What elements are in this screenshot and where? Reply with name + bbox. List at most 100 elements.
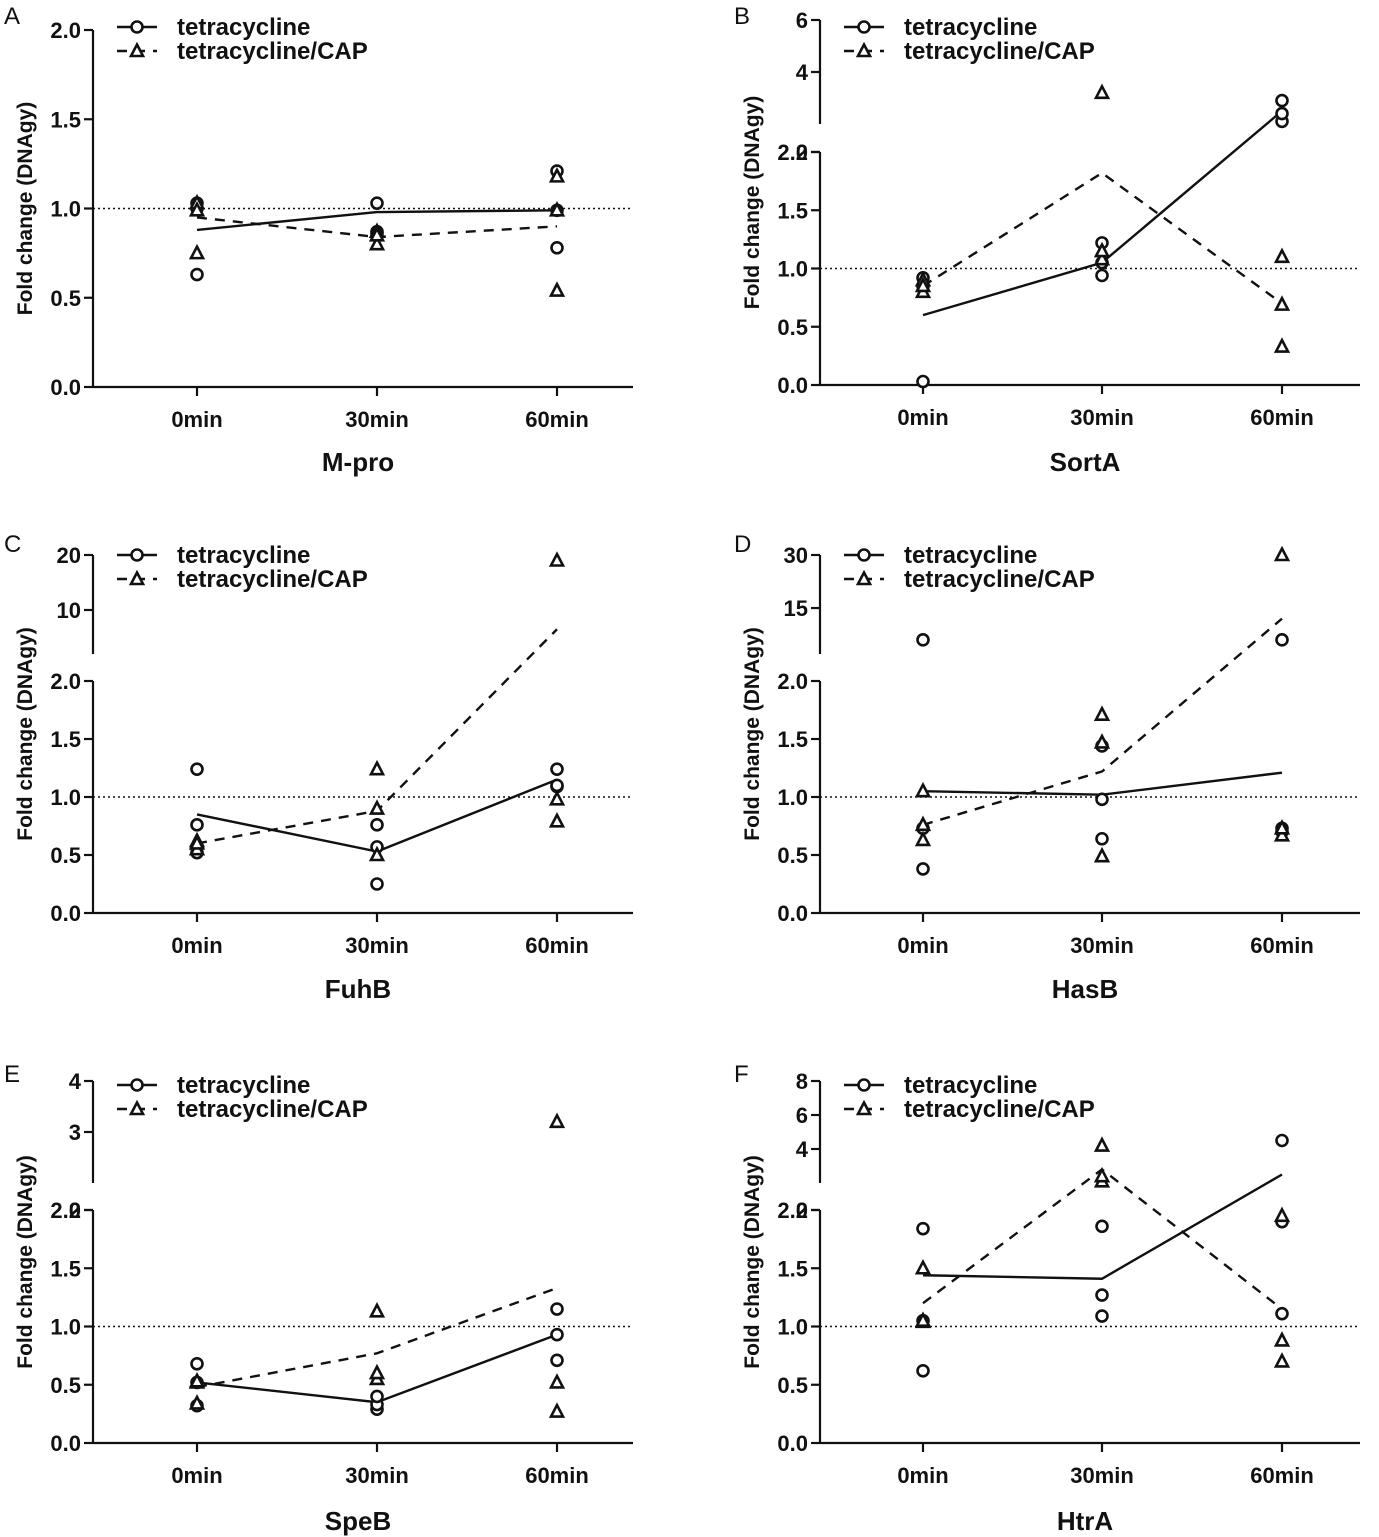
data-point-tetracycline <box>370 818 384 832</box>
data-point-tetracycline <box>550 778 564 793</box>
series-line-tetracycline-cap <box>922 617 1283 826</box>
x-tick-label: 0min <box>171 1463 222 1488</box>
data-point-tetracycline-cap <box>1273 295 1291 311</box>
data-point-tetracycline <box>550 240 564 255</box>
x-axis-title: SpeB <box>325 1506 391 1536</box>
y-axis-label: Fold change (DNAgy) <box>741 96 764 310</box>
legend-label-tetracycline-cap: tetracycline/CAP <box>904 566 1095 593</box>
data-point-tetracycline <box>1275 106 1289 121</box>
x-axis-title: HasB <box>1052 974 1118 1004</box>
y-tick-label-upper: 30 <box>784 543 808 568</box>
data-point-tetracycline-cap <box>548 790 566 806</box>
legend-label-tetracycline-cap: tetracycline/CAP <box>904 1096 1095 1123</box>
data-point-tetracycline-cap <box>914 276 932 293</box>
x-axis-title: SortA <box>1050 447 1121 477</box>
panel-C: C 0.0 0.5 1.0 1.5 2.0 10 20 0min 30min 60min FuhB Fo… <box>4 531 633 1004</box>
data-point-tetracycline <box>370 196 384 210</box>
data-point-tetracycline-cap <box>548 167 566 183</box>
data-point-tetracycline-cap <box>368 1302 386 1318</box>
y-tick-label: 1.5 <box>50 107 81 132</box>
y-axis-label: Fold change (DNAgy) <box>14 102 37 316</box>
panel-letter: A <box>4 3 20 30</box>
data-point-tetracycline-cap <box>188 1394 206 1410</box>
legend-triangle-icon <box>128 1099 146 1116</box>
data-point-tetracycline <box>1275 93 1289 108</box>
y-tick-label: 0.0 <box>50 375 81 400</box>
legend-triangle-icon <box>128 569 146 586</box>
x-tick-label: 0min <box>171 407 222 432</box>
legend-triangle-icon <box>128 41 146 58</box>
data-point-tetracycline-cap <box>1273 337 1291 353</box>
x-axis-title: FuhB <box>325 974 391 1004</box>
data-point-tetracycline-cap <box>548 551 566 567</box>
data-point-tetracycline-cap <box>914 815 932 832</box>
panel-letter: B <box>734 3 750 30</box>
y-tick-label: 0.0 <box>50 1431 81 1456</box>
data-point-tetracycline <box>370 1389 384 1404</box>
x-tick-label: 0min <box>897 933 948 958</box>
panel-letter: C <box>4 531 21 558</box>
x-tick-label: 60min <box>1250 1463 1314 1488</box>
x-tick-label: 60min <box>1250 405 1314 430</box>
y-tick-label: 2.0 <box>777 140 808 165</box>
data-point-tetracycline-cap <box>1273 247 1291 264</box>
series-line-tetracycline <box>922 110 1283 317</box>
data-point-tetracycline-cap <box>368 1363 386 1380</box>
data-point-tetracycline <box>550 1302 564 1316</box>
data-point-tetracycline-cap <box>548 200 566 217</box>
y-tick-label-upper: 2 <box>796 140 808 165</box>
data-point-tetracycline-cap <box>548 812 566 828</box>
data-point-tetracycline-cap <box>1273 1331 1291 1347</box>
panel-letter: E <box>4 1061 20 1088</box>
x-tick-label: 60min <box>525 407 589 432</box>
panel-letter: F <box>734 1061 749 1088</box>
legend-circle-icon <box>130 1078 144 1092</box>
data-point-tetracycline-cap <box>548 1402 566 1418</box>
data-point-tetracycline <box>550 1327 564 1342</box>
y-tick-label-upper: 4 <box>796 1137 809 1162</box>
data-point-tetracycline <box>916 1363 930 1378</box>
x-tick-label: 30min <box>1070 405 1134 430</box>
data-point-tetracycline-cap <box>1273 819 1291 835</box>
data-point-tetracycline-cap <box>1093 733 1111 749</box>
data-point-tetracycline <box>550 1353 564 1368</box>
y-tick-label-upper: 6 <box>796 8 808 33</box>
data-point-tetracycline <box>190 267 204 282</box>
y-tick-label: 0.0 <box>777 373 808 398</box>
data-point-tetracycline <box>1095 1309 1109 1323</box>
data-point-tetracycline-cap <box>188 243 206 260</box>
x-tick-label: 30min <box>1070 933 1134 958</box>
x-tick-label: 0min <box>171 933 222 958</box>
y-tick-label: 1.5 <box>777 1256 808 1281</box>
legend-label-tetracycline: tetracycline <box>904 14 1037 41</box>
data-point-tetracycline-cap <box>914 1311 932 1327</box>
y-tick-label: 1.0 <box>777 785 808 810</box>
panel-A: A 0.0 0.5 1.0 1.5 2.0 0min 30min 60min M-pro Fold … <box>4 3 633 477</box>
y-tick-label: 2.0 <box>777 669 808 694</box>
legend-circle-icon <box>857 548 871 562</box>
series-line-tetracycline <box>922 1173 1283 1280</box>
y-tick-label: 1.5 <box>50 727 81 752</box>
x-axis-title: M-pro <box>322 447 394 477</box>
data-point-tetracycline <box>190 1356 204 1371</box>
y-tick-label-upper: 2 <box>796 1198 808 1223</box>
x-tick-label: 60min <box>525 1463 589 1488</box>
data-point-tetracycline <box>1095 1219 1109 1234</box>
data-point-tetracycline-cap <box>548 281 566 297</box>
y-tick-label: 0.5 <box>50 843 81 868</box>
y-tick-label: 1.0 <box>777 257 808 282</box>
y-tick-label: 1.0 <box>50 197 81 222</box>
x-tick-label: 30min <box>345 933 409 958</box>
y-tick-label: 2.0 <box>50 1198 81 1223</box>
y-axis-label: Fold change (DNAgy) <box>14 1155 37 1369</box>
data-point-tetracycline <box>916 862 930 876</box>
legend-label-tetracycline: tetracycline <box>904 542 1037 569</box>
data-point-tetracycline-cap <box>368 234 386 251</box>
y-tick-label: 1.5 <box>777 198 808 223</box>
data-point-tetracycline-cap <box>1093 1136 1111 1152</box>
y-tick-label-upper: 6 <box>796 1103 808 1128</box>
legend-label-tetracycline: tetracycline <box>177 542 310 569</box>
